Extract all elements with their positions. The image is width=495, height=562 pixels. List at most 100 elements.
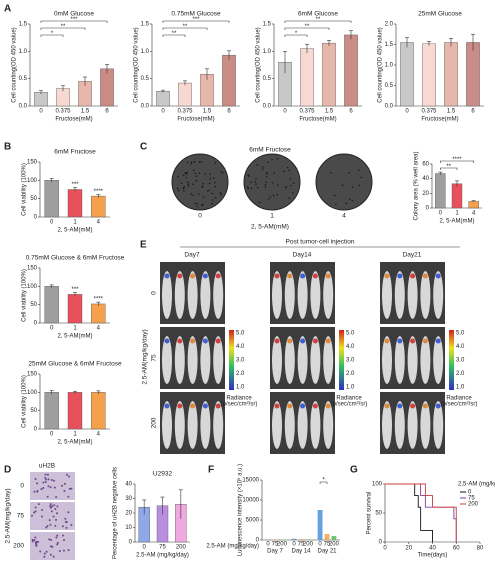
mouse [187, 271, 198, 319]
colorbar [449, 330, 454, 390]
significance-bracket [162, 20, 230, 23]
series-tick-label: 0 [266, 542, 270, 548]
radiance-label: (p/sec/cm²/sr) [221, 402, 258, 408]
nucleus [45, 478, 48, 481]
mouse [297, 336, 308, 384]
mouse [200, 401, 211, 449]
bioluminescence [410, 403, 416, 409]
x-tick-label: 4 [97, 326, 101, 332]
x-tick-label: 0.375 [177, 109, 193, 115]
colony [196, 205, 199, 208]
bioluminescence [274, 338, 280, 344]
y-tick-label: 20 [422, 191, 429, 197]
y-tick-label: 100 [27, 178, 38, 184]
colony [272, 194, 275, 197]
nucleus [34, 478, 37, 481]
nucleus [56, 534, 59, 537]
colony [266, 172, 269, 174]
mouse [420, 401, 431, 449]
bar [466, 42, 480, 107]
y-tick-label: 60 [422, 162, 429, 168]
significance-label: ** [305, 24, 310, 30]
panel-label: F [208, 465, 214, 476]
bioluminescence [325, 403, 331, 409]
significance-bracket [284, 27, 330, 30]
nucleus [67, 511, 70, 514]
significance-label: ** [61, 24, 66, 30]
mouse [284, 271, 295, 319]
nucleus [64, 517, 67, 520]
survival-curve [385, 483, 457, 542]
nucleus [67, 495, 70, 498]
bioluminescence [422, 273, 428, 279]
bar [331, 536, 337, 540]
nucleus [70, 523, 73, 526]
series-tick-label: 200 [277, 542, 288, 548]
colony [207, 190, 209, 192]
nucleus [43, 555, 46, 558]
bioluminescence [287, 338, 293, 344]
bioluminescence [384, 338, 390, 344]
nucleus [52, 515, 55, 518]
x-axis-label: Time(days) [418, 553, 448, 559]
colony [257, 187, 259, 189]
nucleus [47, 478, 50, 481]
bioluminescence [274, 403, 280, 409]
chart-title: U2932 [153, 471, 173, 478]
colony [348, 198, 351, 200]
x-tick-label: 4 [97, 432, 101, 438]
nucleus [33, 539, 36, 542]
significance-bracket [440, 167, 458, 170]
mouse [394, 336, 405, 384]
y-tick-label: 0.5 [19, 76, 28, 82]
x-axis-label: 2.5-AM (mg/kg/day) [136, 553, 189, 559]
bioluminescence [300, 273, 306, 279]
bioluminescence [422, 403, 428, 409]
y-tick-label: 0 [426, 206, 430, 212]
nucleus [40, 488, 43, 491]
bioluminescence [384, 403, 390, 409]
significance-bracket [284, 20, 352, 23]
day-label: Day7 [184, 252, 200, 259]
series-tick-label: 200 [303, 542, 314, 548]
colony [183, 190, 185, 192]
nucleus [31, 540, 34, 543]
bar [298, 539, 304, 540]
colony [276, 158, 279, 160]
significance-label: **** [94, 297, 104, 303]
nucleus [44, 481, 47, 484]
significance-bracket [162, 34, 186, 37]
bar [67, 189, 83, 218]
colony [208, 189, 210, 191]
colony [183, 174, 185, 177]
bioluminescence [274, 273, 280, 279]
x-tick-label: 0 [142, 545, 146, 551]
mouse [213, 401, 224, 449]
y-tick-label: 0 [256, 538, 260, 544]
colorbar-tick: 2.0 [456, 371, 465, 377]
mouse [162, 401, 172, 449]
colony [196, 203, 198, 205]
bioluminescence [435, 338, 441, 344]
colorbar-tick: 3.0 [456, 358, 465, 364]
colony [201, 185, 204, 187]
ihc-title: uH2B [39, 463, 55, 470]
y-tick-label: 50 [30, 196, 37, 202]
y-axis-label: Percentage of uH2B negative cells [113, 467, 119, 559]
bioluminescence [325, 273, 331, 279]
bioluminescence [164, 338, 170, 344]
colony [288, 169, 290, 172]
mouse [284, 336, 295, 384]
nucleus [35, 540, 38, 543]
y-tick-label: 150 [27, 160, 38, 166]
significance-bracket [40, 34, 64, 37]
bioluminescence [164, 403, 170, 409]
colony [264, 183, 267, 186]
y-tick-label: 0.5 [385, 83, 394, 89]
x-axis-label: 2, 5-AM(mM) [440, 219, 475, 225]
legend-label: 0 [468, 490, 472, 496]
nucleus [49, 523, 52, 526]
x-axis-label: Fructose(mM) [421, 117, 458, 123]
colony [345, 202, 348, 205]
